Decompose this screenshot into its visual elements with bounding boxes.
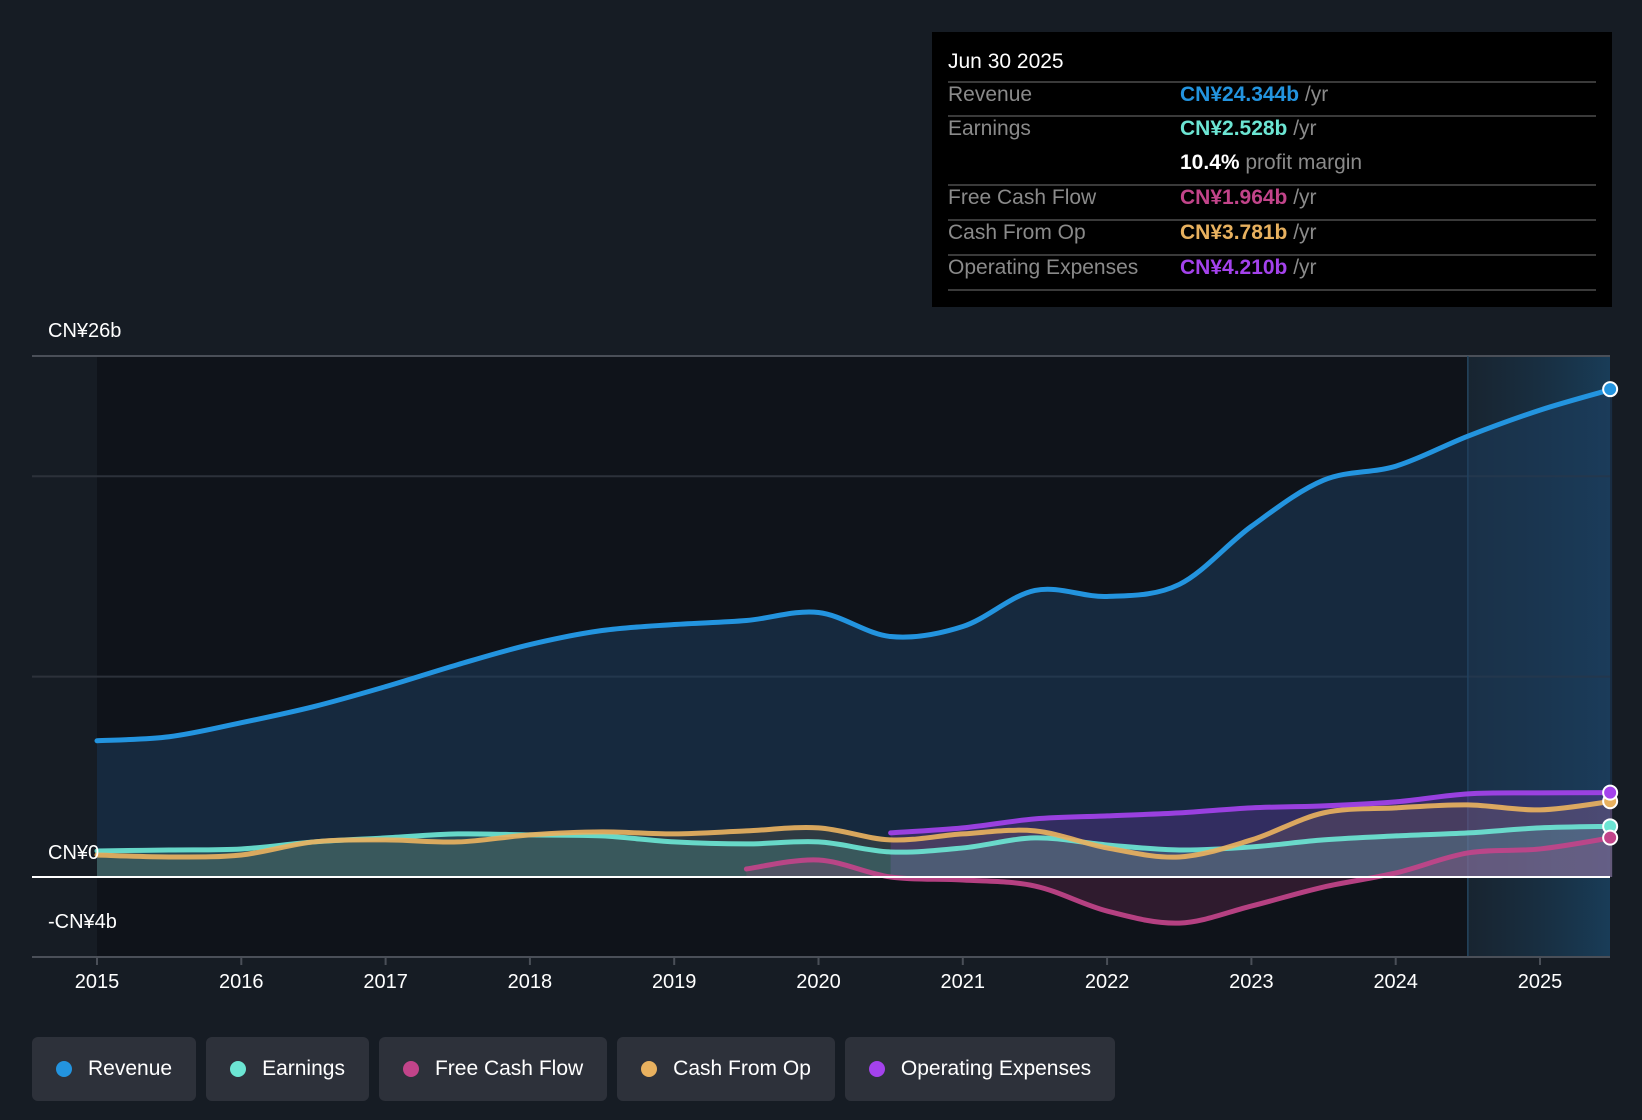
area-cash-from-op <box>97 801 1613 877</box>
y-tick-label: CN¥26b <box>48 320 122 342</box>
legend-dot-icon <box>641 1061 658 1077</box>
x-tick-label: 2017 <box>363 971 408 993</box>
legend-dot-icon <box>402 1061 419 1077</box>
chart <box>32 355 1619 965</box>
x-tick-label: 2024 <box>1373 971 1418 993</box>
tooltip-value-earnings: CN¥2.528b /yr <box>1180 117 1317 140</box>
tooltip-profit-margin: 10.4% profit margin <box>1180 151 1363 174</box>
tooltip-label-revenue: Revenue <box>948 83 1033 106</box>
legend-item-revenue[interactable]: Revenue <box>32 1037 197 1101</box>
x-tick-label: 2022 <box>1084 971 1130 993</box>
tooltip-date: Jun 30 2025 <box>948 50 1064 73</box>
endpoint-operating-expenses <box>1602 784 1619 801</box>
endpoint-free-cash-flow <box>1602 829 1619 846</box>
legend-item-operating-expenses[interactable]: Operating Expenses <box>844 1037 1116 1101</box>
legend-item-cash-from-op[interactable]: Cash From Op <box>617 1037 835 1101</box>
x-tick-label: 2020 <box>796 971 841 993</box>
tooltip-value-opex: CN¥4.210b /yr <box>1180 256 1317 279</box>
tooltip-value-fcf: CN¥1.964b /yr <box>1180 186 1317 209</box>
x-tick-label: 2019 <box>651 971 697 993</box>
tooltip-divider <box>948 219 1596 221</box>
tooltip-value-cfo: CN¥3.781b /yr <box>1180 221 1317 244</box>
legend-dot-icon <box>56 1061 72 1077</box>
legend-dot-icon <box>868 1061 885 1077</box>
tooltip-label-opex: Operating Expenses <box>948 256 1139 279</box>
tooltip: Jun 30 2025 Revenue CN¥24.344b /yr Earni… <box>932 32 1612 307</box>
line-cash-from-op <box>94 798 1615 860</box>
x-tick-label: 2018 <box>507 971 553 993</box>
legend-item-earnings[interactable]: Earnings <box>206 1037 369 1101</box>
tooltip-label-earnings: Earnings <box>948 117 1031 140</box>
tooltip-divider <box>948 289 1596 291</box>
legend-dot-icon <box>230 1061 247 1077</box>
area-free-cash-flow <box>746 837 1613 924</box>
tooltip-divider <box>948 254 1596 256</box>
x-tick-label: 2016 <box>219 971 264 993</box>
x-tick-label: 2023 <box>1229 971 1274 993</box>
legend-item-free-cash-flow[interactable]: Free Cash Flow <box>378 1037 608 1101</box>
x-tick-label: 2025 <box>1517 971 1563 993</box>
x-tick-label: 2021 <box>940 971 986 993</box>
tooltip-value-revenue: CN¥24.344b /yr <box>1180 83 1329 106</box>
tooltip-label-cfo: Cash From Op <box>948 221 1086 244</box>
area-operating-expenses <box>890 792 1613 877</box>
line-operating-expenses <box>888 790 1615 836</box>
tooltip-label-fcf: Free Cash Flow <box>948 186 1097 209</box>
tooltip-divider <box>948 184 1596 186</box>
x-tick-label: 2015 <box>74 971 120 993</box>
tooltip-divider <box>948 81 1596 83</box>
y-tick-label: CN¥0 <box>48 842 100 864</box>
legend: Revenue Earnings Free Cash Flow Cash Fro… <box>32 1037 1116 1101</box>
endpoint-revenue <box>1602 381 1619 398</box>
tooltip-divider <box>948 115 1596 117</box>
y-tick-label: -CN¥4b <box>48 911 117 933</box>
line-revenue <box>94 386 1615 744</box>
area-revenue <box>97 389 1613 877</box>
